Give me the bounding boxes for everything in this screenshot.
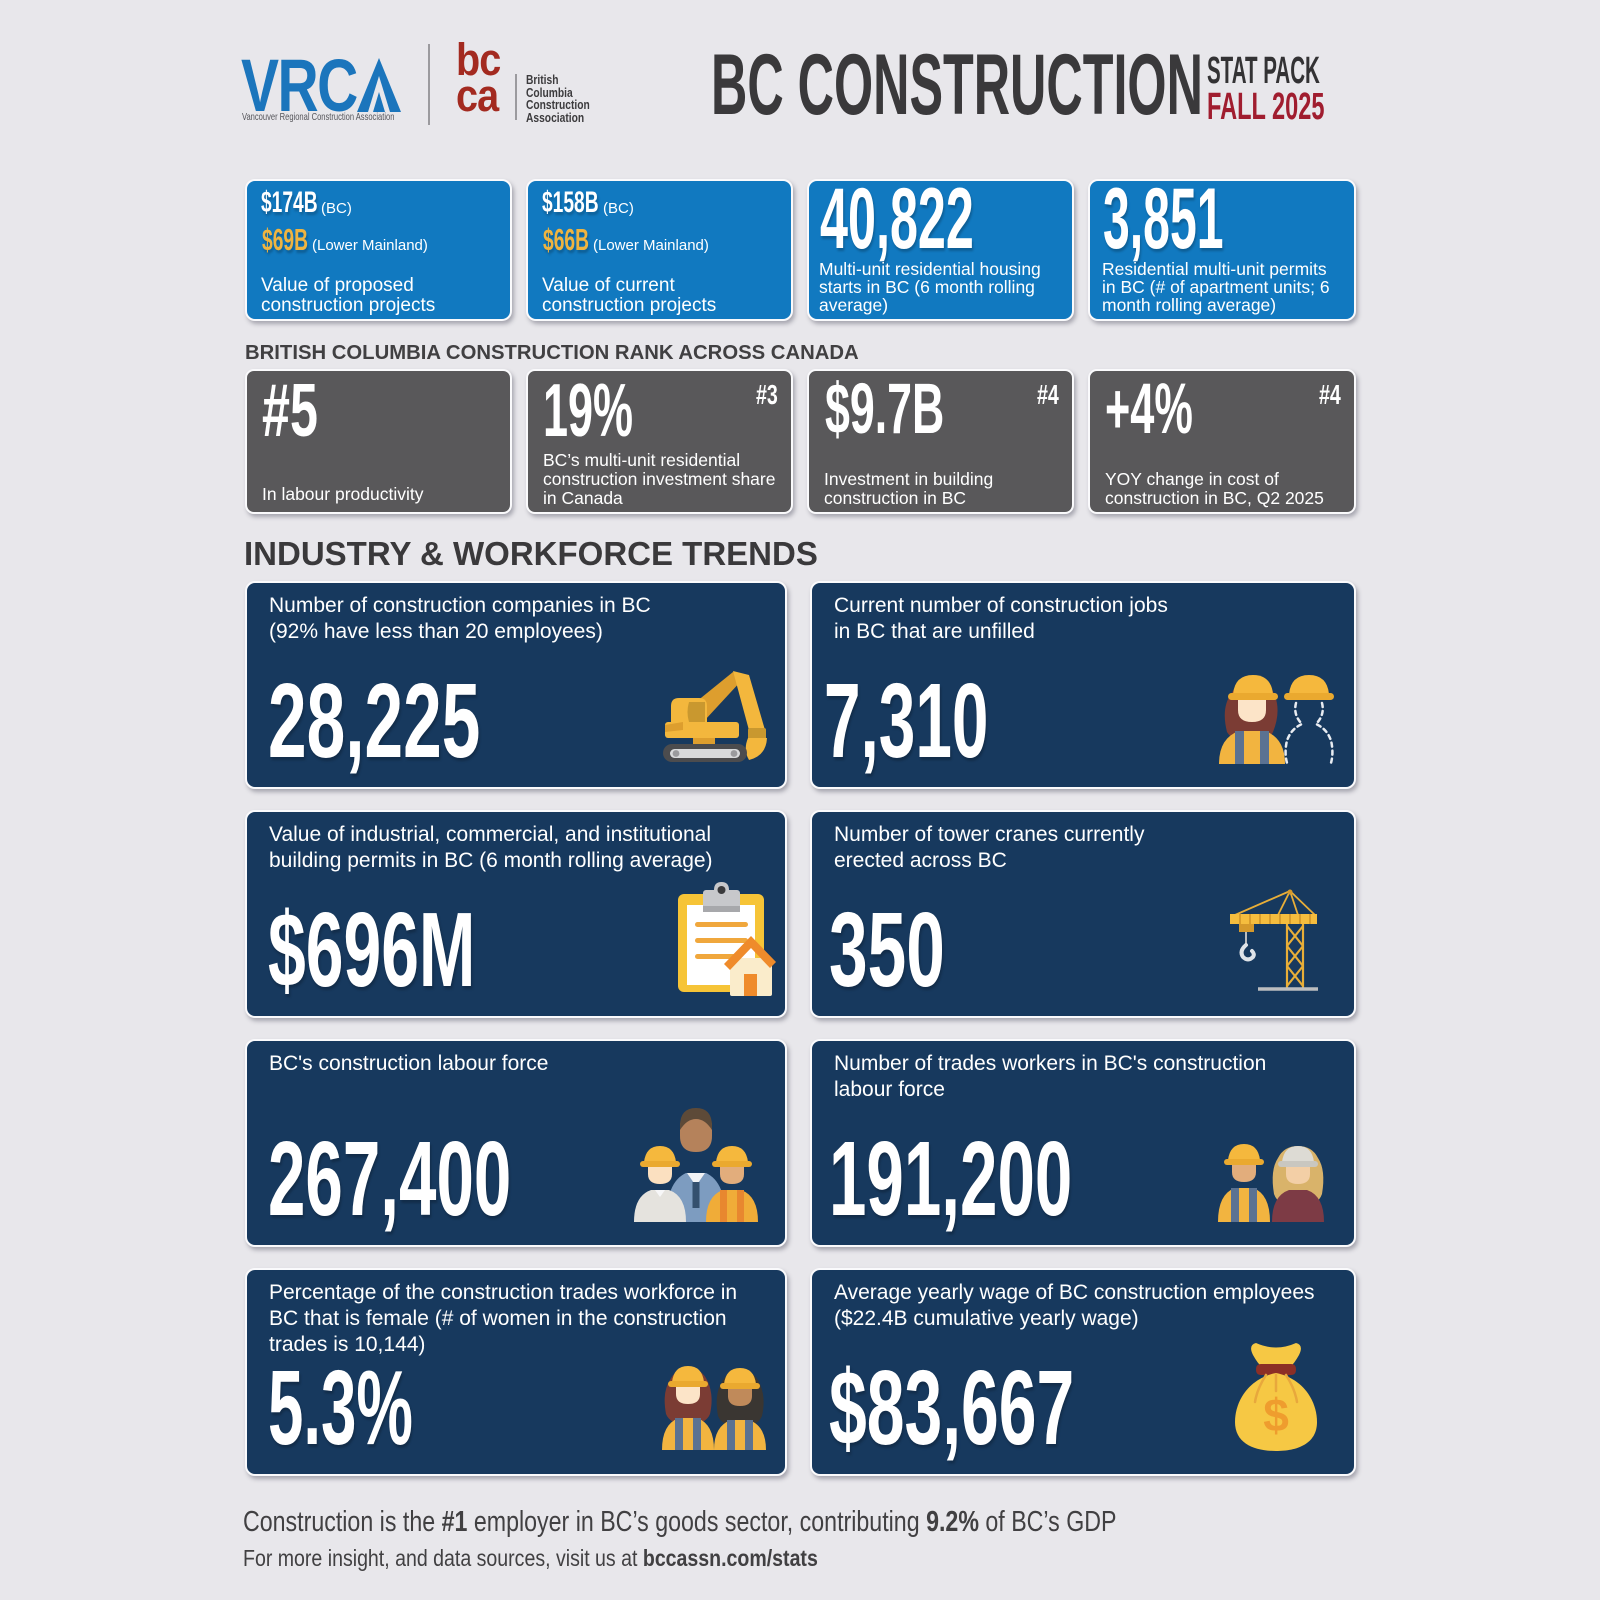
svg-text:$: $ bbox=[1263, 1389, 1289, 1441]
